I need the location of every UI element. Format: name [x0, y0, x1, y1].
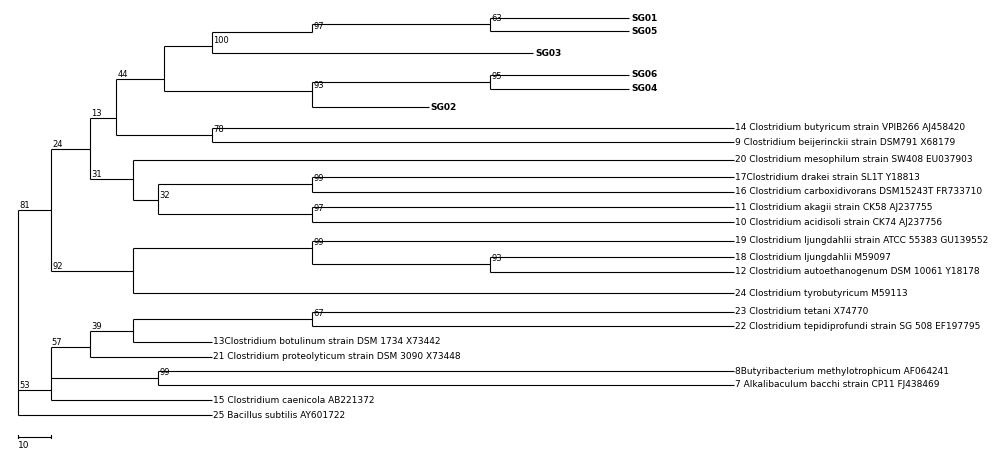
Text: 67: 67: [313, 309, 324, 318]
Text: 100: 100: [213, 36, 229, 44]
Text: 95: 95: [491, 72, 502, 81]
Text: 92: 92: [52, 262, 62, 271]
Text: SG05: SG05: [631, 26, 658, 35]
Text: 97: 97: [313, 204, 324, 213]
Text: 9 Clostridium beijerinckii strain DSM791 X68179: 9 Clostridium beijerinckii strain DSM791…: [735, 138, 956, 147]
Text: 14 Clostridium butyricum strain VPIB266 AJ458420: 14 Clostridium butyricum strain VPIB266 …: [735, 123, 966, 132]
Text: 8Butyribacterium methylotrophicum AF064241: 8Butyribacterium methylotrophicum AF0642…: [735, 367, 950, 376]
Text: 10 Clostridium acidisoli strain CK74 AJ237756: 10 Clostridium acidisoli strain CK74 AJ2…: [735, 217, 943, 227]
Text: 32: 32: [159, 191, 170, 200]
Text: 17Clostridium drakei strain SL1T Y18813: 17Clostridium drakei strain SL1T Y18813: [735, 173, 920, 182]
Text: 93: 93: [491, 254, 502, 263]
Text: 99: 99: [313, 174, 324, 183]
Text: 13: 13: [92, 109, 102, 118]
Text: 93: 93: [313, 80, 324, 89]
Text: SG04: SG04: [631, 84, 658, 93]
Text: 10: 10: [17, 441, 29, 450]
Text: 23 Clostridium tetani X74770: 23 Clostridium tetani X74770: [735, 307, 869, 316]
Text: 39: 39: [92, 322, 102, 331]
Text: SG02: SG02: [431, 103, 457, 112]
Text: 15 Clostridium caenicola AB221372: 15 Clostridium caenicola AB221372: [213, 396, 375, 405]
Text: 99: 99: [159, 368, 170, 377]
Text: 63: 63: [491, 14, 502, 23]
Text: 21 Clostridium proteolyticum strain DSM 3090 X73448: 21 Clostridium proteolyticum strain DSM …: [213, 352, 461, 361]
Text: 7 Alkalibaculum bacchi strain CP11 FJ438469: 7 Alkalibaculum bacchi strain CP11 FJ438…: [735, 380, 940, 390]
Text: 81: 81: [19, 202, 30, 210]
Text: SG01: SG01: [631, 14, 658, 23]
Text: 24 Clostridium tyrobutyricum M59113: 24 Clostridium tyrobutyricum M59113: [735, 289, 908, 298]
Text: 57: 57: [51, 338, 62, 347]
Text: 20 Clostridium mesophilum strain SW408 EU037903: 20 Clostridium mesophilum strain SW408 E…: [735, 155, 973, 164]
Text: 97: 97: [313, 22, 324, 31]
Text: SG06: SG06: [631, 70, 658, 79]
Text: 16 Clostridium carboxidivorans DSM15243T FR733710: 16 Clostridium carboxidivorans DSM15243T…: [735, 188, 983, 197]
Text: 99: 99: [313, 238, 324, 247]
Text: 78: 78: [213, 125, 225, 134]
Text: 11 Clostridium akagii strain CK58 AJ237755: 11 Clostridium akagii strain CK58 AJ2377…: [735, 203, 932, 212]
Text: 19 Clostridium ljungdahlii strain ATCC 55383 GU139552: 19 Clostridium ljungdahlii strain ATCC 5…: [735, 236, 989, 245]
Text: 25 Bacillus subtilis AY601722: 25 Bacillus subtilis AY601722: [213, 410, 345, 419]
Text: 22 Clostridium tepidiprofundi strain SG 508 EF197795: 22 Clostridium tepidiprofundi strain SG …: [735, 322, 981, 331]
Text: 18 Clostridium ljungdahlii M59097: 18 Clostridium ljungdahlii M59097: [735, 253, 891, 262]
Text: 53: 53: [19, 381, 30, 390]
Text: 31: 31: [92, 170, 102, 179]
Text: 24: 24: [52, 140, 62, 149]
Text: 13Clostridium botulinum strain DSM 1734 X73442: 13Clostridium botulinum strain DSM 1734 …: [213, 337, 441, 346]
Text: 44: 44: [118, 70, 128, 79]
Text: SG03: SG03: [535, 49, 562, 58]
Text: 12 Clostridium autoethanogenum DSM 10061 Y18178: 12 Clostridium autoethanogenum DSM 10061…: [735, 267, 980, 276]
